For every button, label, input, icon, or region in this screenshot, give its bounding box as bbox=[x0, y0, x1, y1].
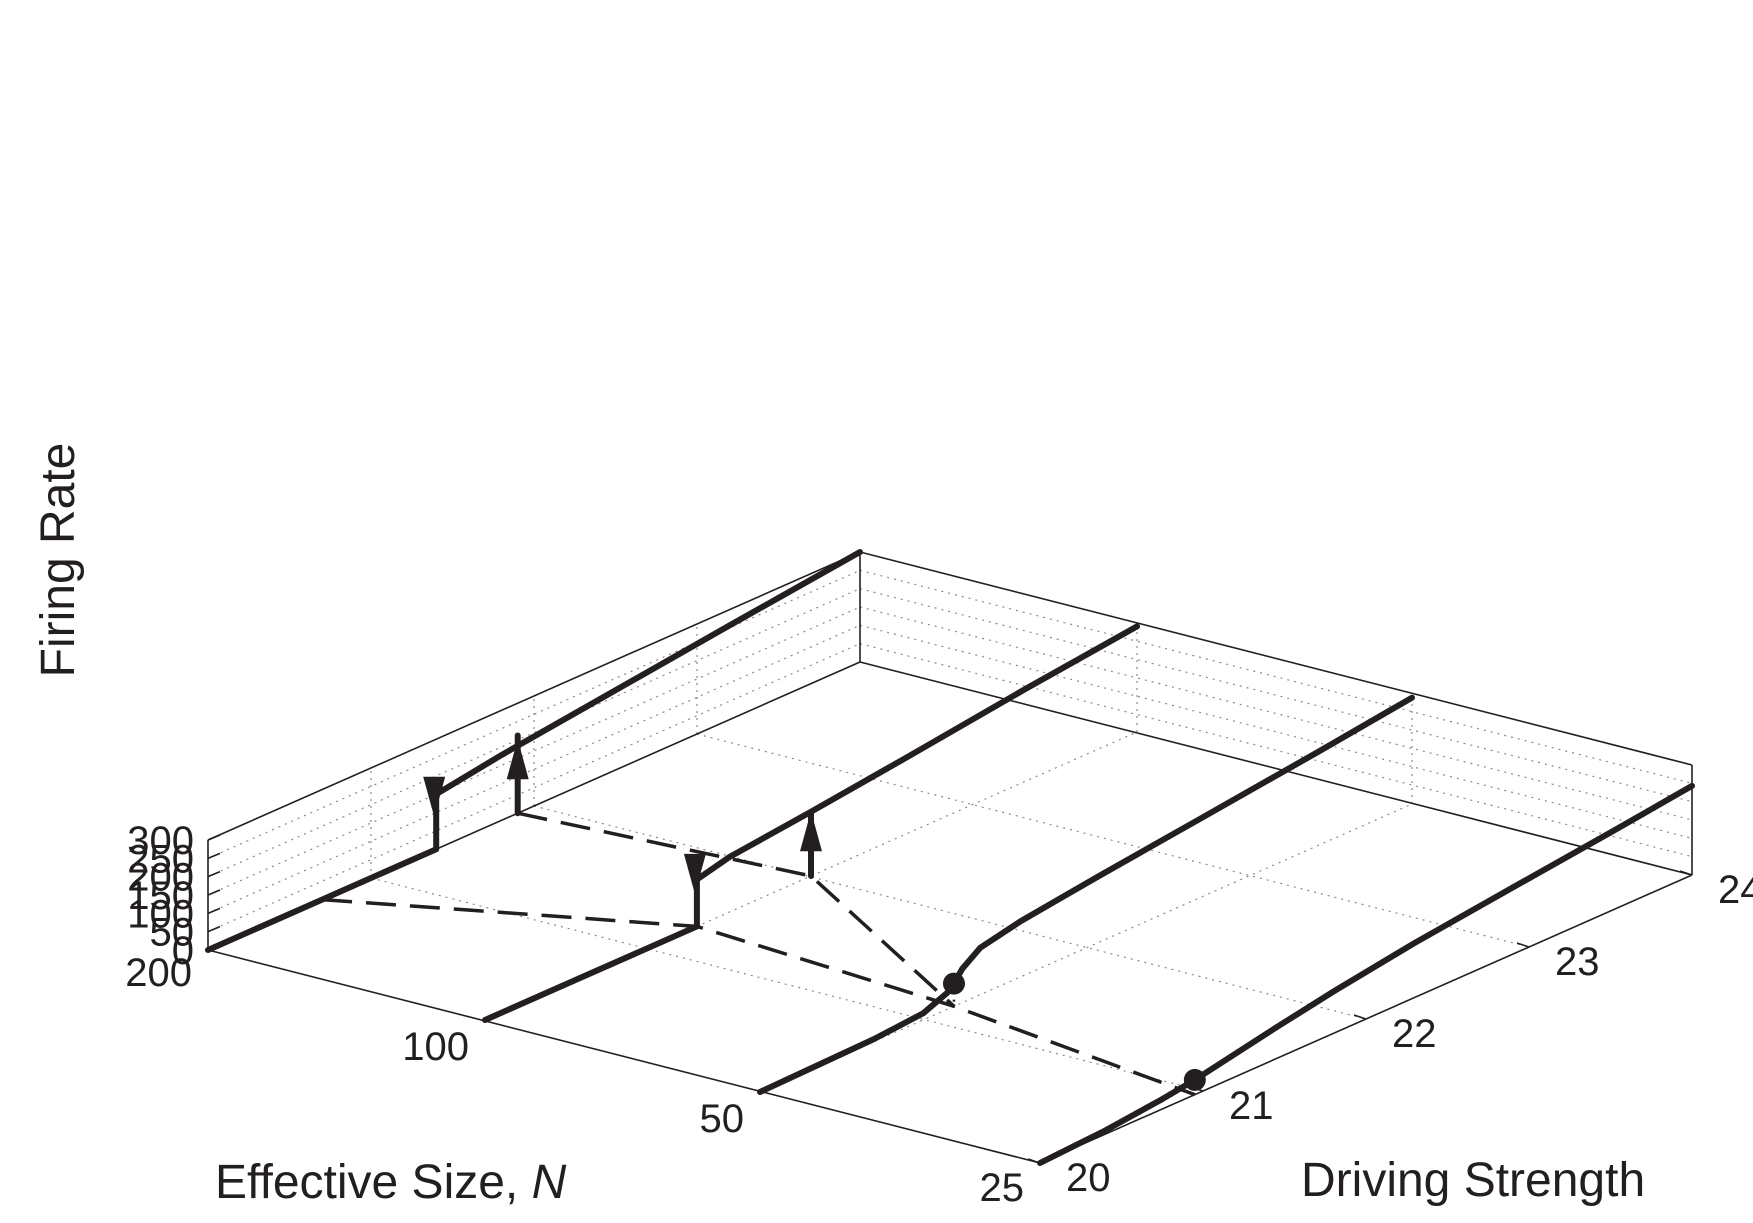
grid-line bbox=[859, 569, 1693, 784]
y-tick-label: 21 bbox=[1229, 1084, 1274, 1128]
box-edge bbox=[207, 551, 861, 841]
series-layer bbox=[205, 549, 1695, 1166]
x-axis-label-text: Effective Size, bbox=[215, 1156, 532, 1209]
threshold-marker bbox=[942, 972, 965, 995]
x-tick-label: 25 bbox=[980, 1166, 1025, 1210]
axes-box bbox=[207, 551, 1693, 1164]
series-curve-N200 bbox=[205, 549, 863, 953]
down-arrow-N200 bbox=[423, 776, 446, 817]
x-tick-label: 50 bbox=[700, 1097, 745, 1141]
grid-line bbox=[859, 588, 1693, 803]
grid-line bbox=[533, 805, 1367, 1020]
y-tick-label: 24 bbox=[1718, 868, 1753, 912]
z-tick-mark bbox=[207, 907, 221, 915]
z-tick-mark bbox=[207, 834, 221, 841]
grid-line bbox=[859, 606, 1693, 821]
series-curve-N25 bbox=[1037, 782, 1695, 1166]
y-axis-label: Driving Strength bbox=[1301, 1154, 1645, 1207]
threshold-marker bbox=[1183, 1068, 1206, 1091]
dashed-bifurcation-lines bbox=[321, 811, 1196, 1097]
y-tick-mark bbox=[1516, 942, 1530, 948]
z-tick-label: 50 bbox=[150, 911, 195, 955]
x-tick-label: 200 bbox=[125, 951, 192, 995]
z-tick-label: 100 bbox=[127, 892, 194, 936]
box-edge bbox=[207, 949, 1041, 1164]
grid-line bbox=[207, 643, 861, 933]
z-tick-mark bbox=[207, 870, 221, 878]
markers-layer bbox=[942, 972, 1206, 1095]
x-axis-label-symbol: N bbox=[532, 1156, 567, 1209]
series-curve-N50 bbox=[757, 694, 1415, 1095]
up-arrow-N200 bbox=[506, 739, 529, 780]
y-tick-label: 23 bbox=[1555, 940, 1600, 984]
z-axis-label: Firing Rate bbox=[32, 443, 85, 678]
y-tick-label: 22 bbox=[1392, 1012, 1437, 1056]
x-tick-label: 100 bbox=[402, 1025, 469, 1069]
z-tick-label: 200 bbox=[127, 856, 194, 900]
series-curve-N100 bbox=[482, 623, 1140, 1023]
grid-line bbox=[859, 624, 1693, 839]
y-tick-label: 20 bbox=[1066, 1156, 1111, 1200]
dashed-bifurcation-line bbox=[321, 897, 1196, 1097]
z-tick-label: 300 bbox=[127, 819, 194, 863]
z-tick-label: 150 bbox=[127, 874, 194, 918]
z-tick-mark bbox=[207, 852, 221, 860]
z-tick-mark bbox=[207, 889, 221, 896]
grid-line bbox=[859, 643, 1693, 858]
grid-line bbox=[370, 877, 1204, 1092]
up-arrow-N100 bbox=[800, 811, 822, 852]
dashed-bifurcation-line bbox=[517, 811, 956, 1008]
y-tick-mark bbox=[1353, 1014, 1367, 1020]
down-arrow-N100 bbox=[683, 853, 706, 894]
y-tick-mark bbox=[1679, 870, 1693, 876]
z-tick-label: 0 bbox=[172, 929, 194, 973]
box-edge bbox=[859, 661, 1693, 876]
z-tick-mark bbox=[207, 925, 221, 933]
grid-line bbox=[207, 606, 861, 896]
grid-line bbox=[696, 733, 1530, 948]
x-axis-label: Effective Size, N bbox=[215, 1156, 567, 1209]
grid-layer bbox=[207, 569, 1693, 1093]
box-edge bbox=[859, 551, 1693, 766]
z-tick-label: 250 bbox=[127, 837, 194, 881]
grid-line bbox=[207, 588, 861, 878]
